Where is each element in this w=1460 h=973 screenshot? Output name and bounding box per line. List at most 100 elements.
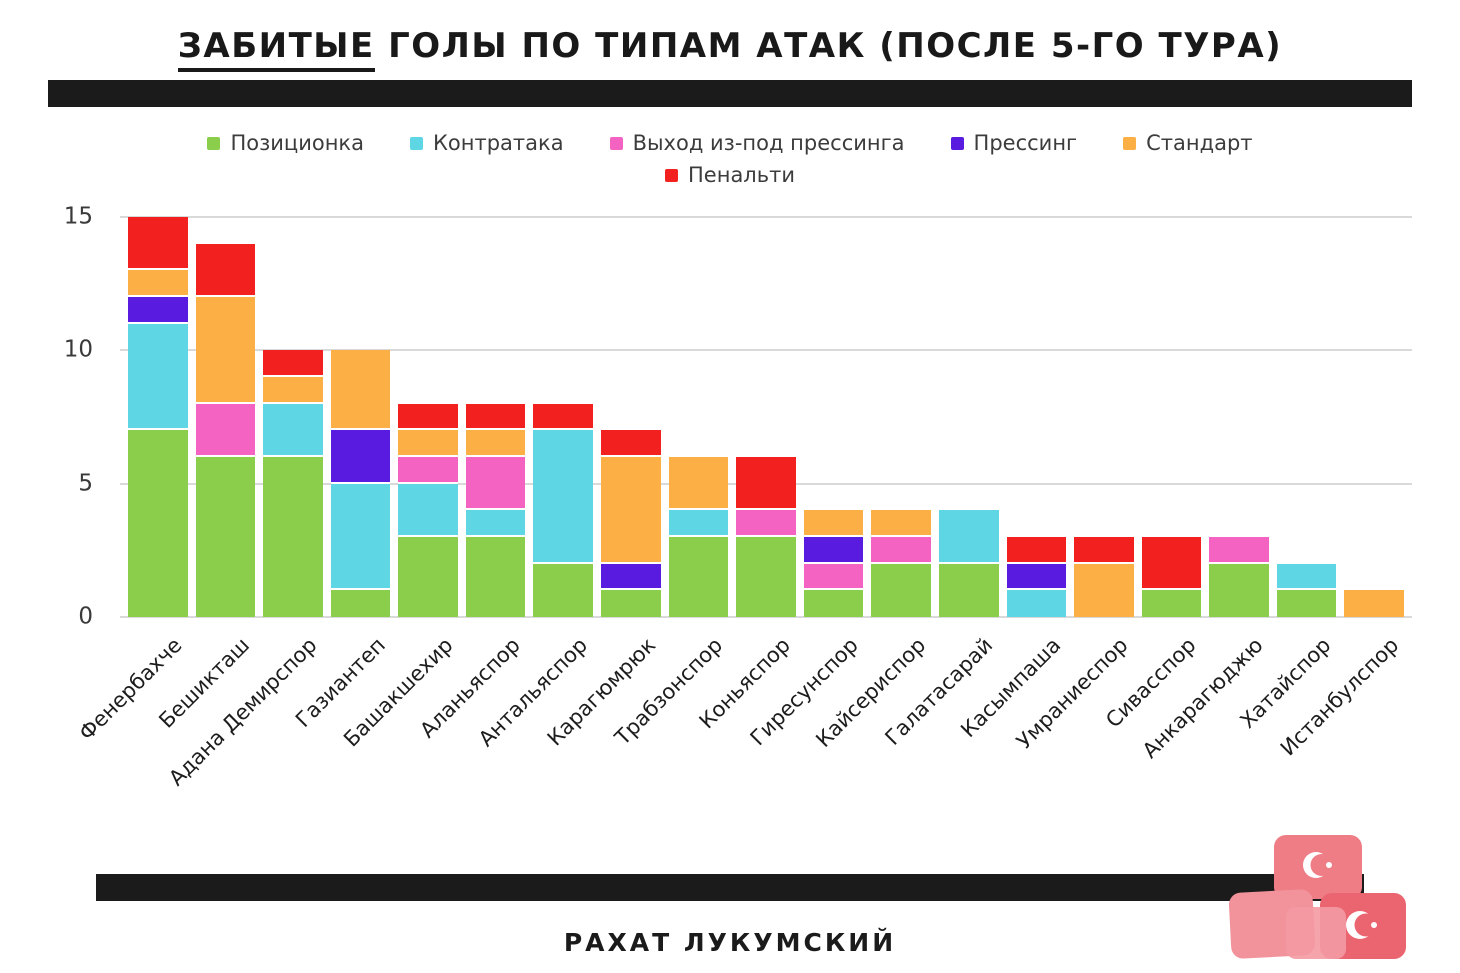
stacked-bar xyxy=(1209,537,1269,617)
bar-segment xyxy=(1276,563,1337,591)
bar-segment xyxy=(533,430,594,564)
title-rest: ГОЛЫ ПО ТИПАМ АТАК (ПОСЛЕ 5-ГО ТУРА) xyxy=(374,26,1283,66)
bar-segment xyxy=(195,297,256,404)
bar-segment xyxy=(195,243,256,298)
bar-segment xyxy=(330,430,391,484)
bar-segment xyxy=(398,430,458,458)
stacked-bar xyxy=(1344,590,1404,617)
bar-segment xyxy=(1141,537,1202,591)
legend-label: Пенальти xyxy=(688,163,795,187)
bar-segment xyxy=(601,563,661,591)
stacked-bar xyxy=(330,350,391,617)
bar-segment xyxy=(330,483,391,591)
gridline xyxy=(120,216,1412,218)
legend-row: Позиционка Контратака Выход из-под прессин… xyxy=(207,131,1253,155)
page-title: ЗАБИТЫЕ ГОЛЫ ПО ТИПАМ АТАК (ПОСЛЕ 5-ГО Т… xyxy=(0,0,1460,72)
legend-item: Прессинг xyxy=(950,131,1078,155)
bar-segment xyxy=(533,403,594,431)
bar-segment xyxy=(195,403,256,457)
legend-item: Позиционка xyxy=(207,131,364,155)
stacked-bar xyxy=(263,350,323,617)
bar-segment xyxy=(263,403,323,457)
bar-segment xyxy=(398,403,458,431)
bar-segment xyxy=(1074,537,1134,564)
bar-segment xyxy=(871,537,931,564)
bar-segment xyxy=(330,350,391,431)
bar-segment xyxy=(398,457,458,484)
y-axis-tick-label: 0 xyxy=(78,603,93,630)
legend-label: Позиционка xyxy=(230,131,364,155)
x-axis-cell: Истанбулспор xyxy=(1276,617,1404,829)
legend-swatch-icon xyxy=(950,136,964,150)
stacked-bar xyxy=(668,457,729,617)
stacked-bar xyxy=(601,430,661,617)
stacked-bar xyxy=(1141,537,1202,617)
y-axis-tick-label: 15 xyxy=(63,203,93,230)
bar-segment xyxy=(871,510,931,538)
bar-segment xyxy=(1276,590,1337,617)
gridline xyxy=(120,616,1412,618)
stacked-bar xyxy=(803,510,864,617)
legend-item: Контратака xyxy=(409,131,564,155)
legend-swatch-icon xyxy=(409,136,423,150)
bar-segment xyxy=(465,403,526,431)
gridline xyxy=(120,349,1412,352)
bar-segment xyxy=(465,430,526,458)
bar-segment xyxy=(128,297,188,324)
bar-segment xyxy=(465,510,526,537)
bar-segment xyxy=(736,510,796,537)
bar-segment xyxy=(803,510,864,538)
stacked-bar xyxy=(1276,563,1337,617)
stacked-bar xyxy=(398,403,458,617)
bar-segment xyxy=(601,457,661,564)
y-axis: 0 5 10 15 xyxy=(30,203,105,629)
y-axis-tick-label: 5 xyxy=(78,470,93,497)
bar-segment xyxy=(803,590,864,617)
bar-segment xyxy=(465,537,526,617)
bar-segment xyxy=(398,483,458,537)
bar-segment xyxy=(263,377,323,404)
legend-label: Контратака xyxy=(432,131,564,155)
bars-container xyxy=(120,217,1412,617)
legend-row: Пенальти xyxy=(665,163,795,187)
bar-segment xyxy=(871,563,931,617)
stacked-bar xyxy=(871,510,931,617)
bar-segment xyxy=(398,537,458,617)
bar-segment xyxy=(668,457,729,511)
y-axis-tick-label: 10 xyxy=(63,336,93,363)
stacked-bar xyxy=(465,403,526,617)
bar-segment xyxy=(330,590,391,617)
legend-item: Выход из-под прессинга xyxy=(609,131,905,155)
bar-segment xyxy=(668,537,729,617)
bar-segment xyxy=(668,510,729,537)
bar-segment xyxy=(938,510,999,564)
stacked-bar xyxy=(1074,537,1134,617)
bar-segment xyxy=(1141,590,1202,617)
bar-segment xyxy=(1344,590,1404,617)
stacked-bar xyxy=(938,510,999,617)
bar-segment xyxy=(1074,563,1134,617)
stacked-bar xyxy=(1006,537,1067,617)
bar-segment xyxy=(938,563,999,617)
legend-swatch-icon xyxy=(609,136,623,150)
bar-segment xyxy=(263,457,323,617)
bar-segment xyxy=(1006,537,1067,564)
title-underlined-word: ЗАБИТЫЕ xyxy=(177,26,375,72)
bar-segment xyxy=(1006,590,1067,617)
x-axis: Фенербахче Бешикташ Адана Демирспор Газиант… xyxy=(75,617,1412,829)
bar-segment xyxy=(128,270,188,298)
legend-label: Стандарт xyxy=(1146,131,1253,155)
bar-segment xyxy=(1006,563,1067,591)
bar-segment xyxy=(736,457,796,511)
legend-label: Прессинг xyxy=(973,131,1078,155)
stacked-bar xyxy=(195,243,256,617)
bar-segment xyxy=(263,350,323,378)
legend-item: Пенальти xyxy=(665,163,795,187)
author-caption: РАХАТ ЛУКУМСКИЙ xyxy=(563,928,897,957)
bar-segment xyxy=(128,323,188,431)
bar-segment xyxy=(128,217,188,271)
bottom-divider-strip xyxy=(96,874,1364,901)
bar-segment xyxy=(1209,563,1269,617)
legend-swatch-icon xyxy=(207,136,221,150)
